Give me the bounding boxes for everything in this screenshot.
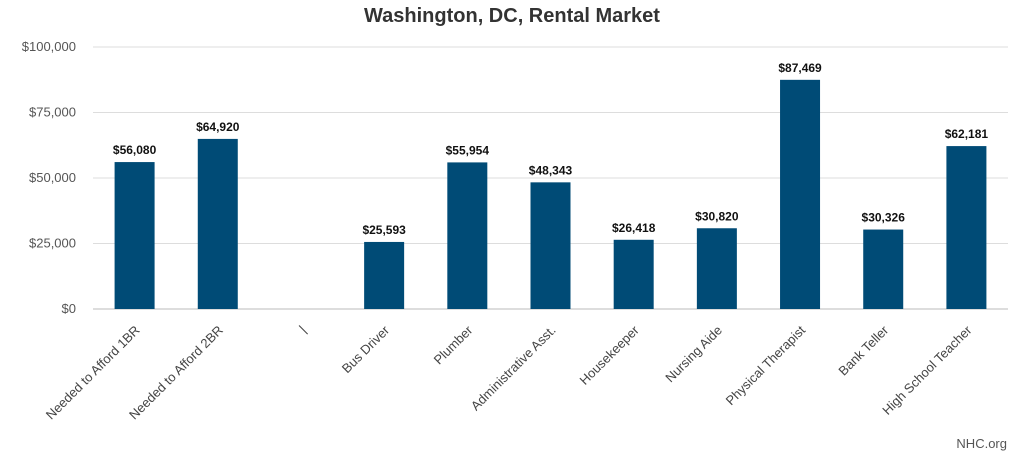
data-label: $26,418: [612, 221, 656, 235]
x-tick-label: High School Teacher: [879, 322, 975, 418]
data-label: $55,954: [446, 143, 490, 157]
x-tick-label: Administrative Asst.: [468, 323, 559, 414]
x-tick-label: |: [296, 323, 309, 336]
gridlines: [93, 46, 1008, 310]
data-label: $56,080: [113, 143, 157, 157]
bar: [114, 162, 155, 309]
bar: [696, 228, 737, 309]
bar: [364, 241, 405, 309]
y-axis: $0 $25,000 $50,000 $75,000 $100,000: [22, 39, 76, 316]
bar: [197, 138, 238, 309]
chart-title: Washington, DC, Rental Market: [364, 5, 660, 27]
x-tick-label: Bus Driver: [339, 322, 393, 376]
bar: [530, 182, 571, 309]
x-tick-label: Nursing Aide: [662, 323, 725, 386]
bar: [946, 146, 987, 309]
x-tick-label: Needed to Afford 1BR: [43, 323, 143, 423]
data-label: $64,920: [196, 120, 240, 134]
data-label: $30,820: [695, 209, 739, 223]
x-tick-label: Bank Teller: [835, 322, 891, 378]
data-label: $48,343: [529, 163, 573, 177]
y-tick-label: $100,000: [22, 39, 76, 54]
data-label: $87,469: [778, 61, 822, 75]
y-tick-label: $75,000: [29, 105, 76, 120]
x-tick-label: Needed to Afford 2BR: [126, 323, 226, 423]
data-label: $25,593: [362, 223, 406, 237]
data-label: $62,181: [945, 127, 989, 141]
source-credit: NHC.org: [956, 436, 1007, 451]
data-labels: $56,080 $64,920 $25,593 $55,954 $48,343 $26,4…: [113, 61, 989, 237]
bar: [863, 229, 904, 309]
data-label: $30,326: [862, 211, 906, 225]
bar: [447, 162, 488, 309]
y-tick-label: $0: [62, 301, 76, 316]
y-tick-label: $50,000: [29, 170, 76, 185]
bars: [114, 79, 987, 309]
bar: [613, 239, 654, 309]
x-tick-label: Physical Therapist: [723, 322, 809, 408]
y-tick-label: $25,000: [29, 236, 76, 251]
x-tick-label: Plumber: [431, 322, 476, 367]
x-tick-label: Housekeeper: [577, 322, 643, 388]
bar: [780, 79, 821, 309]
